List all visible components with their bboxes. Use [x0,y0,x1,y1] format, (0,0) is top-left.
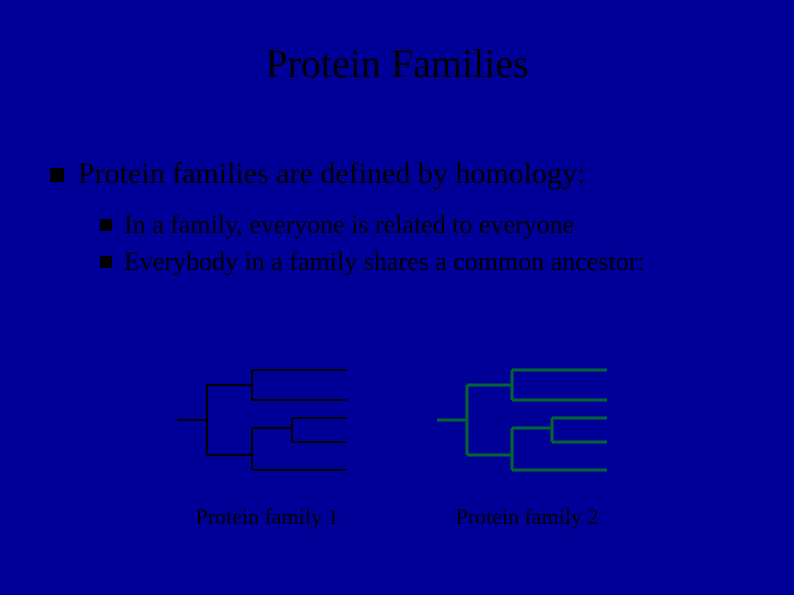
diagram-row: Protein family 1 [0,360,794,530]
sub-bullet-list: In a family, everyone is related to ever… [100,209,754,278]
phylogeny-tree-icon [437,360,617,480]
sub-bullet: Everybody in a family shares a common an… [100,246,754,279]
main-bullet-text: Protein families are defined by homology… [78,157,585,191]
slide-title: Protein Families [40,40,754,87]
sub-bullet-text: In a family, everyone is related to ever… [124,209,574,242]
main-bullet: Protein families are defined by homology… [50,157,754,191]
tree-caption: Protein family 2 [456,504,599,530]
tree-diagram-1: Protein family 1 [177,360,357,530]
tree-caption: Protein family 1 [196,504,339,530]
square-bullet-icon [100,219,112,231]
sub-bullet: In a family, everyone is related to ever… [100,209,754,242]
sub-bullet-text: Everybody in a family shares a common an… [124,246,645,279]
tree-diagram-2: Protein family 2 [437,360,617,530]
slide: Protein Families Protein families are de… [0,0,794,595]
square-bullet-icon [100,256,112,268]
phylogeny-tree-icon [177,360,357,480]
square-bullet-icon [50,168,64,182]
